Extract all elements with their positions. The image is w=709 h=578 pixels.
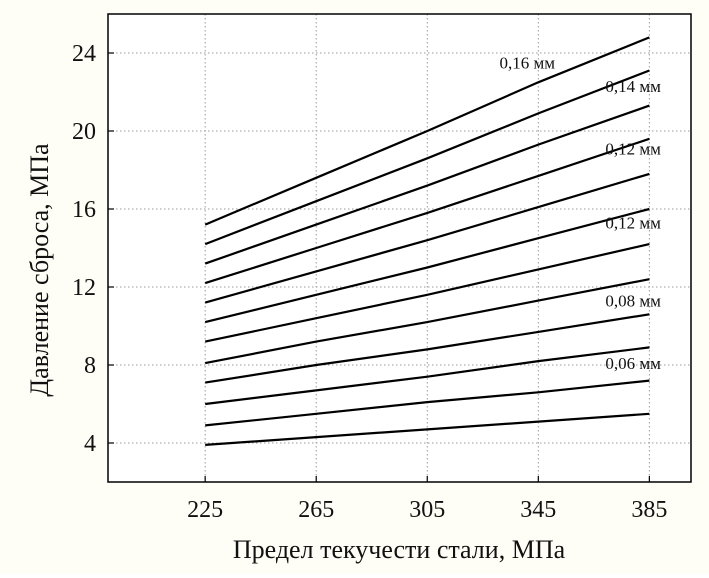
y-tick-label: 4 bbox=[84, 431, 96, 457]
y-tick-label: 16 bbox=[72, 197, 96, 223]
series-line bbox=[205, 313, 650, 384]
y-tick-label: 20 bbox=[72, 119, 96, 145]
series-line bbox=[205, 379, 650, 427]
series-line bbox=[205, 412, 650, 446]
series-line bbox=[204, 278, 650, 365]
line-annotation: 0,12 мм bbox=[605, 214, 661, 233]
series-line bbox=[204, 243, 650, 343]
grid-lines bbox=[108, 14, 691, 482]
line-annotation: 0,06 мм bbox=[605, 354, 661, 373]
series-group bbox=[204, 36, 650, 446]
series-line bbox=[204, 137, 650, 285]
series-line bbox=[205, 346, 650, 406]
line-annotation: 0,12 мм bbox=[605, 139, 661, 158]
line-annotation: 0,16 мм bbox=[499, 54, 555, 73]
series-line bbox=[204, 36, 650, 226]
x-tick-label: 305 bbox=[409, 497, 445, 523]
x-tick-label: 345 bbox=[520, 497, 556, 523]
y-axis-title: Давление сброса, МПа bbox=[25, 143, 54, 397]
line-annotation: 0,14 мм bbox=[605, 77, 661, 96]
x-axis-ticks: 225 265 305 345 385 bbox=[187, 476, 667, 523]
line-annotations: 0,16 мм 0,14 мм 0,12 мм 0,12 мм 0,08 мм 0,06 … bbox=[499, 54, 661, 373]
y-tick-label: 12 bbox=[72, 275, 96, 301]
plot-frame bbox=[107, 13, 692, 483]
y-axis-ticks: 4 8 12 16 20 24 bbox=[72, 41, 114, 457]
series-line bbox=[204, 207, 650, 324]
series-line bbox=[204, 104, 650, 265]
series-line bbox=[204, 172, 650, 304]
y-tick-label: 8 bbox=[84, 353, 96, 379]
x-tick-label: 225 bbox=[187, 497, 223, 523]
line-annotation: 0,08 мм bbox=[605, 292, 661, 311]
x-tick-label: 385 bbox=[631, 497, 667, 523]
y-tick-label: 24 bbox=[72, 41, 96, 67]
series-line bbox=[204, 69, 650, 246]
x-tick-label: 265 bbox=[298, 497, 334, 523]
x-axis-title: Предел текучести стали, МПа bbox=[233, 535, 566, 564]
